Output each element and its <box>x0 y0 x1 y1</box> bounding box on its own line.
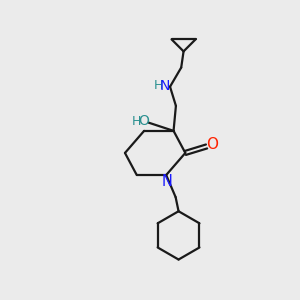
Text: O: O <box>138 114 149 128</box>
Text: H: H <box>154 79 164 92</box>
Text: N: N <box>160 79 170 92</box>
Text: H: H <box>131 115 141 128</box>
Text: N: N <box>162 174 173 189</box>
Text: O: O <box>206 137 218 152</box>
